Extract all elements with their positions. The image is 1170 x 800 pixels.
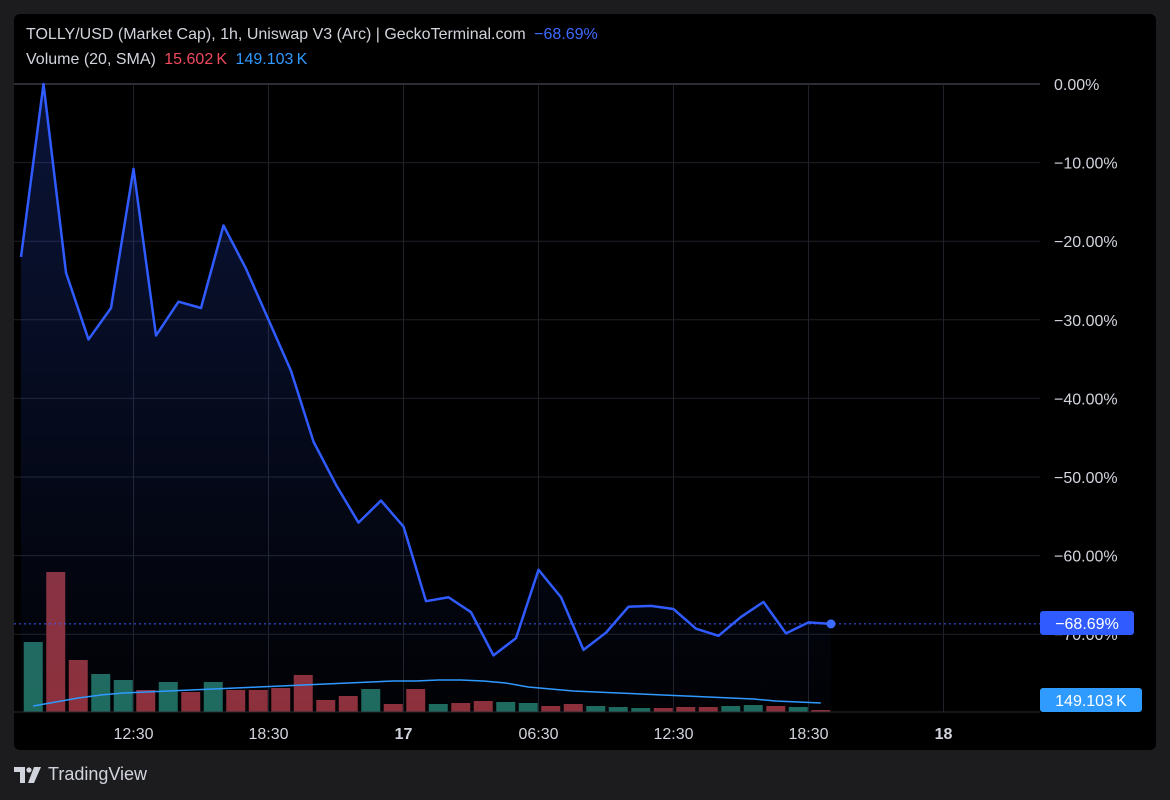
volume-badge-label: 149.103 K [1055,693,1127,710]
price-area-fill [21,84,831,712]
x-axis[interactable]: 12:30 18:30 17 06:30 12:30 18:30 18 [113,726,952,743]
legend-volume-label: Volume (20, SMA) [26,51,156,68]
y-tick-label: 0.00% [1054,77,1099,94]
legend-change: −68.69% [534,26,598,43]
price-badge[interactable]: −68.69% [1040,611,1134,635]
legend-volume-sma: 149.103 K [235,51,308,68]
price-badge-label: −68.69% [1055,616,1119,633]
legend-main[interactable]: TOLLY/USD (Market Cap), 1h, Uniswap V3 (… [26,26,602,44]
x-tick-label: 06:30 [518,726,558,743]
chart-panel[interactable]: 0.00% −10.00% −20.00% −30.00% −40.00% −50.00%… [14,14,1156,750]
y-tick-label: −10.00% [1054,156,1118,173]
y-tick-label: −50.00% [1054,470,1118,487]
x-tick-label: 12:30 [653,726,693,743]
legend-volume[interactable]: Volume (20, SMA) 15.602 K 149.103 K [26,51,311,69]
legend-volume-value: 15.602 K [164,51,228,68]
y-tick-label: −20.00% [1054,234,1118,251]
tradingview-brand[interactable]: TradingView [14,764,147,785]
last-price-dot [826,619,836,629]
y-tick-label: −40.00% [1054,391,1118,408]
tradingview-logo-icon [14,766,41,783]
price-line [19,82,832,657]
x-tick-label: 18 [935,726,953,743]
x-tick-label: 12:30 [113,726,153,743]
y-axis[interactable]: 0.00% −10.00% −20.00% −30.00% −40.00% −50.00%… [1054,77,1118,644]
y-tick-label: −60.00% [1054,549,1118,566]
x-tick-label: 18:30 [788,726,828,743]
x-tick-label: 18:30 [248,726,288,743]
tradingview-label: TradingView [48,764,148,784]
chart-canvas[interactable]: 0.00% −10.00% −20.00% −30.00% −40.00% −50.00%… [14,14,1156,750]
volume-badge[interactable]: 149.103 K [1040,688,1142,712]
y-tick-label: −30.00% [1054,313,1118,330]
legend-title: TOLLY/USD (Market Cap), 1h, Uniswap V3 (… [26,26,526,43]
x-tick-label: 17 [395,726,413,743]
